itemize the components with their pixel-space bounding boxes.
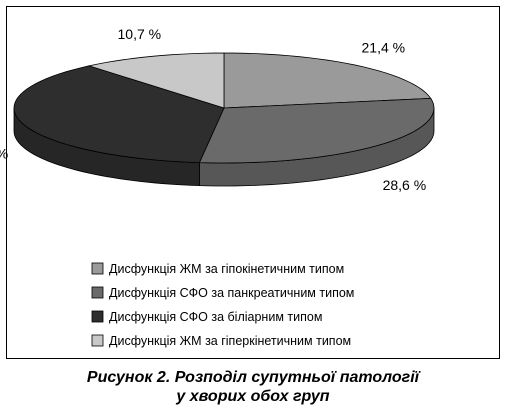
data-label-4: 10,7 % <box>118 26 162 42</box>
pie-slice-3 <box>13 65 225 164</box>
data-label-1: 21,4 % <box>362 39 406 55</box>
legend-label-2: Дисфункція СФО за панкреатичним типом <box>109 286 354 300</box>
legend-swatch-1 <box>91 262 104 275</box>
legend-label-4: Дисфункція ЖМ за гіперкінетичним типом <box>109 334 351 348</box>
pie-slice-2 <box>198 97 435 164</box>
legend-swatch-2 <box>91 286 104 299</box>
legend-swatch-4 <box>91 334 104 347</box>
pie-slice-4 <box>87 52 225 109</box>
legend-label-3: Дисфункція СФО за біліарним типом <box>109 310 322 324</box>
data-label-3: 35,7 % <box>0 146 8 162</box>
caption-line-2: у хворих обох груп <box>176 388 330 405</box>
pie-chart: 21,4 % 28,6 % 35,7 % 10,7 % Дисфункція ЖМ з… <box>0 26 435 348</box>
legend-swatch-3 <box>91 310 104 323</box>
legend-label-1: Дисфункція ЖМ за гіпокінетичним типом <box>109 262 344 276</box>
legend: Дисфункція ЖМ за гіпокінетичним типом Дис… <box>91 262 354 348</box>
figure-caption: Рисунок 2. Розподіл супутньої патології … <box>0 368 506 406</box>
pie-slices <box>13 52 435 187</box>
chart-frame <box>6 6 500 359</box>
data-labels: 21,4 % 28,6 % 35,7 % 10,7 % <box>0 26 426 193</box>
pie-slice-1 <box>223 52 432 109</box>
caption-line-1: Рисунок 2. Розподіл супутньої патології <box>86 369 420 386</box>
data-label-2: 28,6 % <box>383 177 427 193</box>
